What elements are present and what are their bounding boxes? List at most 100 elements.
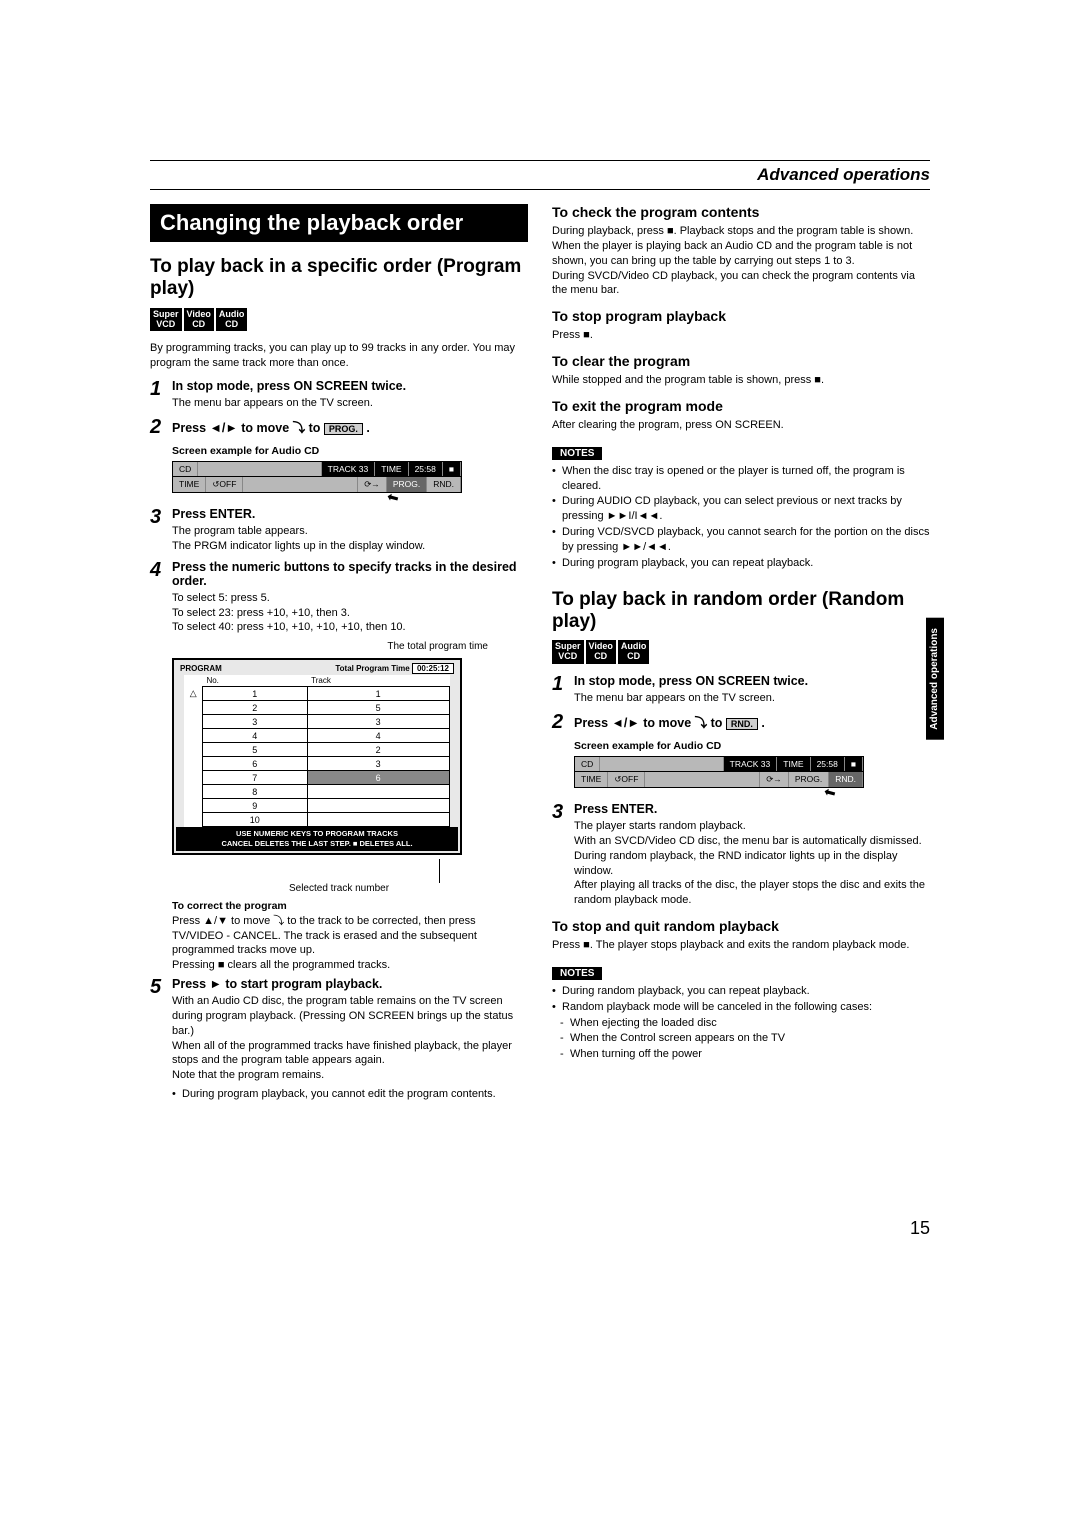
table-footer-1: USE NUMERIC KEYS TO PROGRAM TRACKS (178, 829, 456, 839)
menu-time: TIME (173, 477, 206, 492)
list-item: Random playback mode will be canceled in… (552, 1000, 930, 1015)
list-item: When the disc tray is opened or the play… (552, 464, 930, 494)
step-title: Press ► to start program playback. (172, 977, 528, 991)
random-heading: To play back in random order (Random pla… (552, 589, 930, 633)
step-title: Press ◄/► to move ⤵ to PROG. . (172, 417, 528, 436)
check-contents-title: To check the program contents (552, 204, 930, 220)
caption-selected-track: Selected track number (150, 883, 528, 894)
table-row: 44 (184, 729, 449, 743)
table-row: 8 (184, 785, 449, 799)
step-num: 5 (150, 977, 172, 1103)
menu-bar-prog: CD TRACK 33 TIME 25:58 ■ TIME ↺OFF ⟳→ PR… (172, 461, 462, 493)
prog-intro: By programming tracks, you can play up t… (150, 341, 528, 371)
step-title: In stop mode, press ON SCREEN twice. (172, 379, 528, 393)
random-step-2: 2 Press ◄/► to move ⤵ to RND. . (552, 712, 930, 734)
table-row: 63 (184, 757, 449, 771)
table-row: 10 (184, 813, 449, 827)
super-vcd-icon: SuperVCD (552, 640, 584, 664)
audio-cd-icon: AudioCD (618, 640, 650, 664)
table-row: 52 (184, 743, 449, 757)
screen-example-label-rnd: Screen example for Audio CD (574, 740, 930, 752)
exit-prog-body: After clearing the program, press ON SCR… (552, 418, 930, 433)
table-row: △11 (184, 687, 449, 701)
stop-prog-body: Press ■. (552, 328, 930, 343)
exit-prog-title: To exit the program mode (552, 398, 930, 414)
table-row: 76 (184, 771, 449, 785)
correct-program-body: Press ▲/▼ to move ⤵ to the track to be c… (172, 914, 528, 973)
prog-sub-heading: To play back in a specific order (Progra… (150, 256, 528, 300)
check-contents-body: During playback, press ■. Playback stops… (552, 224, 930, 298)
super-vcd-icon: SuperVCD (150, 308, 182, 332)
audio-cd-icon: AudioCD (216, 308, 248, 332)
step-3: 3 Press ENTER. The program table appears… (150, 507, 528, 554)
step-body: The player starts random playback. With … (574, 819, 930, 908)
correct-program-heading: To correct the program (172, 900, 528, 912)
stop-quit-title: To stop and quit random playback (552, 918, 930, 934)
random-step-3: 3 Press ENTER. The player starts random … (552, 802, 930, 908)
section-category: Advanced operations (150, 165, 930, 185)
step-body: The menu bar appears on the TV screen. (172, 396, 528, 411)
page-number: 15 (910, 1218, 930, 1239)
step-title: Press ENTER. (172, 507, 528, 521)
table-row: 9 (184, 799, 449, 813)
header-divider (150, 160, 930, 161)
notes-list-2: During random playback, you can repeat p… (552, 984, 930, 1062)
menu-track: TRACK 33 (322, 462, 376, 476)
caption-total-time: The total program time (150, 641, 488, 652)
menu-bar-rnd: CD TRACK 33 TIME 25:58 ■ TIME ↺OFF ⟳→ PR… (574, 756, 864, 788)
menu-cd-label: CD (173, 462, 198, 476)
screen-example-label: Screen example for Audio CD (172, 445, 528, 457)
table-row: 33 (184, 715, 449, 729)
list-item: When the Control screen appears on the T… (552, 1031, 930, 1046)
notes-label-2: NOTES (552, 967, 602, 980)
list-item: During VCD/SVCD playback, you cannot sea… (552, 525, 930, 555)
step-title: Press the numeric buttons to specify tra… (172, 560, 528, 588)
step-num: 2 (552, 712, 574, 734)
step-1: 1 In stop mode, press ON SCREEN twice. T… (150, 379, 528, 411)
step-5: 5 Press ► to start program playback. Wit… (150, 977, 528, 1103)
step-num: 2 (150, 417, 172, 439)
program-header: PROGRAM (180, 664, 222, 673)
step-num: 4 (150, 560, 172, 636)
table-footer-2: CANCEL DELETES THE LAST STEP. ■ DELETES … (178, 839, 456, 849)
format-icons-random: SuperVCD VideoCD AudioCD (552, 640, 930, 664)
divider (150, 189, 930, 190)
step-4: 4 Press the numeric buttons to specify t… (150, 560, 528, 636)
main-title: Changing the playback order (150, 204, 528, 242)
list-item: When ejecting the loaded disc (552, 1016, 930, 1031)
step-body: The program table appears. The PRGM indi… (172, 524, 528, 554)
list-item: During AUDIO CD playback, you can select… (552, 494, 930, 524)
clear-prog-title: To clear the program (552, 353, 930, 369)
list-item: During random playback, you can repeat p… (552, 984, 930, 999)
random-step-1: 1 In stop mode, press ON SCREEN twice. T… (552, 674, 930, 706)
step-title: In stop mode, press ON SCREEN twice. (574, 674, 930, 688)
prog-btn-label: PROG. (324, 423, 363, 435)
menu-intro: ⟳→ (358, 477, 387, 492)
menu-time-label: TIME (375, 462, 408, 476)
step-body: With an Audio CD disc, the program table… (172, 994, 528, 1083)
step-num: 3 (150, 507, 172, 554)
stop-quit-body: Press ■. The player stops playback and e… (552, 938, 930, 953)
menu-rnd-selected: RND. (829, 772, 863, 787)
video-cd-icon: VideoCD (586, 640, 616, 664)
step-num: 1 (552, 674, 574, 706)
side-tab: Advanced operations (926, 618, 944, 740)
clear-prog-body: While stopped and the program table is s… (552, 373, 930, 388)
step-2: 2 Press ◄/► to move ⤵ to PROG. . (150, 417, 528, 439)
total-time-label: Total Program Time (335, 664, 409, 673)
video-cd-icon: VideoCD (184, 308, 214, 332)
step5-bullet: During program playback, you cannot edit… (172, 1087, 528, 1102)
menu-rnd: RND. (427, 477, 461, 492)
step-body: The menu bar appears on the TV screen. (574, 691, 930, 706)
list-item: During program playback, you can repeat … (552, 556, 930, 571)
step-body: To select 5: press 5. To select 23: pres… (172, 591, 528, 636)
step-num: 3 (552, 802, 574, 908)
format-icons: SuperVCD VideoCD AudioCD (150, 308, 528, 332)
menu-repeat-off: ↺OFF (206, 477, 243, 492)
step-title: Press ENTER. (574, 802, 930, 816)
stop-prog-title: To stop program playback (552, 308, 930, 324)
menu-stop-icon: ■ (443, 462, 461, 476)
rnd-btn-label: RND. (726, 718, 758, 730)
notes-list-1: When the disc tray is opened or the play… (552, 464, 930, 571)
program-table: PROGRAM Total Program Time 00:25:12 No.T… (172, 658, 462, 855)
